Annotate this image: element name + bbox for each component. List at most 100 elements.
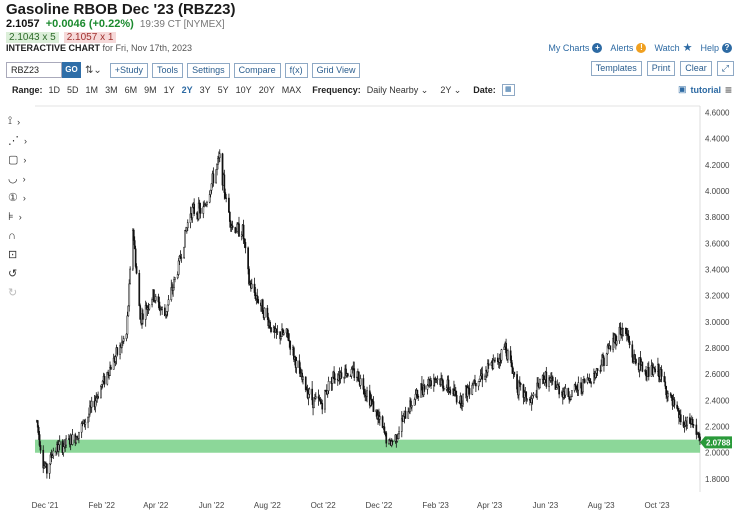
candle-body [151,299,153,306]
tool-undo[interactable]: ↺ [8,264,32,283]
candle-body [110,366,112,370]
candle-body [475,382,477,387]
bid-badge: 2.1043 x 5 [6,32,59,43]
candle-body [568,396,571,400]
y-tick-label: 2.8000 [705,344,730,353]
tool-crosshair[interactable]: ⟟ › [8,112,32,131]
candle-body [477,381,480,387]
grid-view-button[interactable]: Grid View [311,62,361,78]
range-1y[interactable]: 1Y [163,85,175,95]
candle-body [36,420,39,428]
tool-curves[interactable]: ◡ › [8,169,32,188]
candle-body [132,229,134,270]
candle-body [180,257,183,259]
go-button[interactable]: GO [62,62,81,78]
measure-icon: ⊧ [8,211,14,223]
calendar-icon[interactable]: ▦ [501,84,515,96]
tool-measure[interactable]: ⊧ › [8,207,32,226]
candle-body [449,389,452,394]
tool-shapes[interactable]: ▢ › [8,150,32,169]
candle-body [236,223,239,232]
hamburger-menu-icon[interactable]: ≡ [724,82,732,97]
candle-body [647,367,650,377]
tool-redo[interactable]: ↻ [8,283,32,302]
candle-body [209,189,212,195]
range-max[interactable]: MAX [281,85,302,95]
tutorial-link[interactable]: tutorial [690,84,721,95]
candle-body [224,192,227,199]
y-tick-label: 4.6000 [705,109,730,118]
period-select[interactable]: 2Y ⌄ [440,85,461,96]
candle-body [135,266,138,274]
range-9m[interactable]: 9M [144,85,157,95]
last-price-label: 2.0788 [706,438,731,447]
chevron-right-icon: › [22,173,26,184]
candle-body [202,206,205,214]
tool-lines[interactable]: ⋰ › [8,131,32,150]
templates-button[interactable]: Templates [590,61,642,76]
candle-body [536,382,539,398]
candle-body [302,376,304,380]
candle-body [142,313,144,320]
candle-body [116,347,119,355]
candle-body [238,223,240,237]
candle-body [134,248,137,267]
expand-icon[interactable]: ⤢ [716,61,734,76]
candle-body [466,387,469,397]
function-button[interactable]: f(x) [284,62,308,78]
frequency-select[interactable]: Daily Nearby ⌄ [367,85,429,96]
candle-body [673,399,676,406]
tool-lock[interactable]: ⊡ [8,245,32,264]
range-6m[interactable]: 6M [124,85,138,95]
my-charts-link[interactable]: My Charts + [548,42,603,53]
help-link[interactable]: Help ? [700,42,732,53]
candle-body [269,321,271,328]
symbol-swap-icon[interactable]: ⇅⌄ [85,64,102,76]
candle-body [698,433,700,438]
symbol-input[interactable]: RBZ23 [6,62,62,78]
print-button[interactable]: Print [646,61,676,76]
candle-body [665,385,668,396]
study-button[interactable]: +Study [109,62,149,78]
range-1d[interactable]: 1D [48,85,61,95]
candle-body [128,283,131,307]
candle-body [122,338,125,342]
candle-body [692,424,695,426]
tools-button[interactable]: Tools [152,62,184,78]
range-1m[interactable]: 1M [85,85,99,95]
alerts-label: Alerts [610,42,634,53]
range-10y[interactable]: 10Y [235,85,252,95]
candle-body [208,194,211,203]
tool-magnet[interactable]: ∩ [8,226,32,245]
clear-button[interactable]: Clear [680,61,712,76]
candle-body [605,353,608,366]
candle-body [65,438,67,446]
range-5d[interactable]: 5D [67,85,79,95]
my-charts-label: My Charts [548,42,590,53]
candle-body [695,424,698,435]
range-20y[interactable]: 20Y [258,85,275,95]
compare-button[interactable]: Compare [233,62,281,78]
drawing-tools: ⟟ › ⋰ › ▢ › ◡ › ① › ⊧ › ∩ ⊡ ↺ ↻ [8,112,32,302]
magnet-icon: ∩ [8,229,16,242]
candle-body [314,396,317,399]
range-2y[interactable]: 2Y [181,85,193,95]
tool-annotation[interactable]: ① › [8,188,32,207]
range-3y[interactable]: 3Y [199,85,211,95]
rectangle-icon: ▢ [8,154,19,166]
watch-link[interactable]: Watch ★ [654,41,692,54]
candle-body [580,382,582,389]
range-3m[interactable]: 3M [105,85,118,95]
top-links: My Charts + Alerts ! Watch ★ Help ? [548,41,732,54]
alerts-link[interactable]: Alerts ! [610,42,647,53]
settings-button[interactable]: Settings [187,62,230,78]
candle-body [97,396,99,399]
candle-body [216,164,218,170]
x-tick-label: Oct '22 [311,501,337,510]
y-tick-label: 3.4000 [705,266,730,275]
candle-body [199,208,202,214]
range-5y[interactable]: 5Y [217,85,229,95]
candle-body [660,369,663,377]
x-tick-label: Jun '23 [533,501,559,510]
